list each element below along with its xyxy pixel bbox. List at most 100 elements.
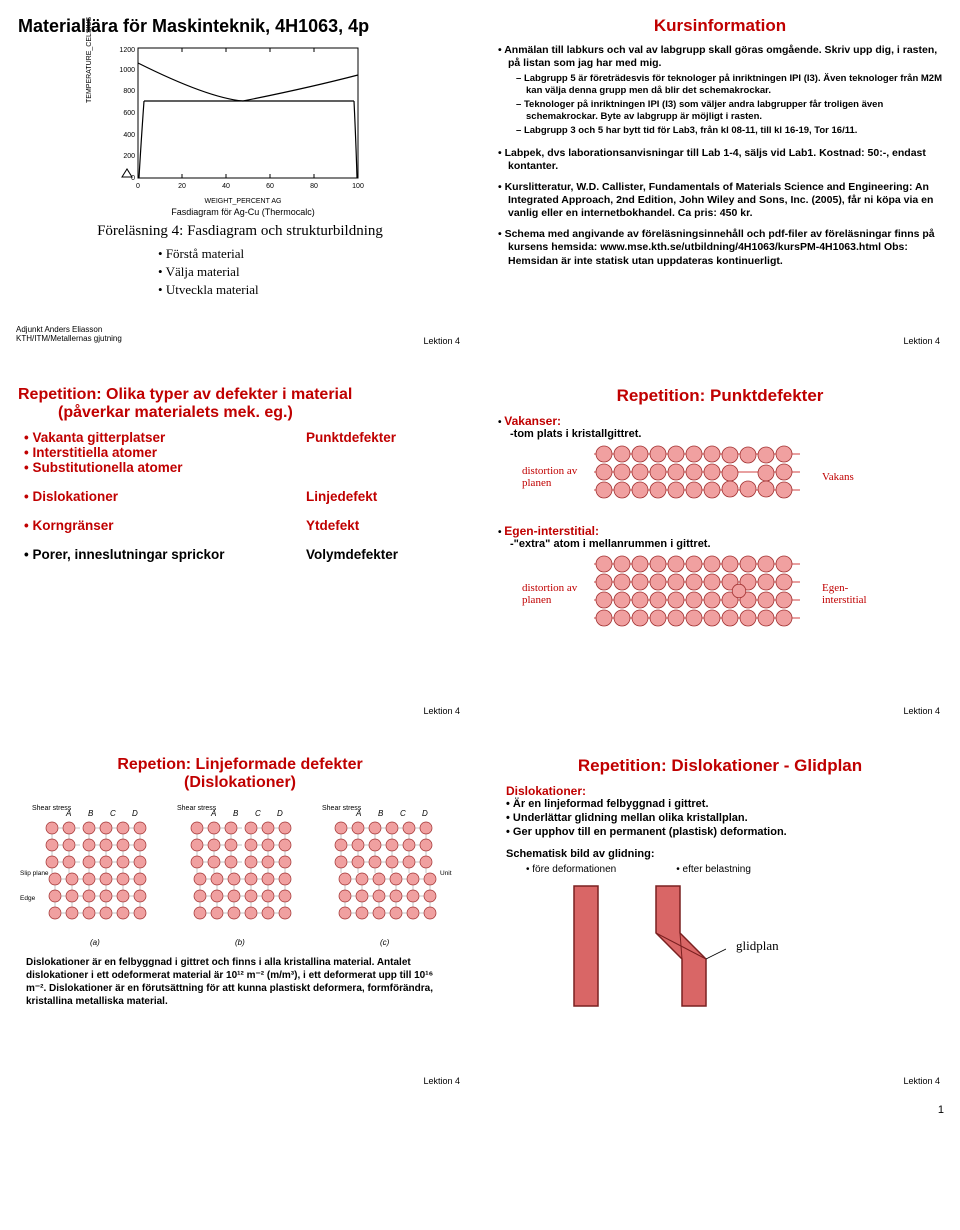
svg-text:C: C bbox=[255, 809, 261, 818]
defect-left-1: • Vakanta gitterplatser • Interstitiella… bbox=[24, 430, 183, 475]
defect-right-4: Volymdefekter bbox=[306, 547, 456, 562]
svg-text:A: A bbox=[355, 809, 361, 818]
s4-sec2-h: Egen-interstitial: bbox=[504, 524, 599, 538]
s4-sec1-h: Vakanser: bbox=[504, 414, 561, 428]
s6-i1: • Är en linjeformad felbyggnad i gittret… bbox=[506, 798, 934, 810]
s6-i2: • Underlättar glidning mellan olika kris… bbox=[506, 812, 934, 824]
slide2-title: Kursinformation bbox=[498, 16, 942, 36]
defect-row-2: • Dislokationer Linjedefekt bbox=[24, 489, 456, 504]
chart-ylabel: TEMPERATURE_CELSIUS bbox=[86, 17, 93, 103]
s6-glidplan: glidplan bbox=[736, 938, 779, 954]
svg-text:C: C bbox=[400, 809, 406, 818]
phase-diagram-chart: TEMPERATURE_CELSIUS 0 200 400 600 800 10… bbox=[108, 43, 378, 217]
s4-sec1-t: -tom plats i kristallgittret. bbox=[510, 428, 942, 440]
svg-text:80: 80 bbox=[310, 183, 318, 190]
s5-title: Repetion: Linjeformade defekter (Disloka… bbox=[18, 756, 462, 792]
lattice-interstitial bbox=[592, 554, 812, 634]
s6-after-label: • efter belastning bbox=[676, 864, 751, 875]
goal-3: Utveckla material bbox=[158, 282, 462, 298]
svg-text:C: C bbox=[110, 809, 116, 818]
defect-row-1: • Vakanta gitterplatser • Interstitiella… bbox=[24, 430, 456, 475]
svg-text:60: 60 bbox=[266, 183, 274, 190]
s2-b3: Kurslitteratur, W.D. Callister, Fundamen… bbox=[498, 181, 942, 220]
slide1-goals: Förstå material Välja material Utveckla … bbox=[158, 246, 462, 298]
slide-2: Kursinformation Anmälan till labkurs och… bbox=[490, 10, 950, 350]
slide1-subtitle: Föreläsning 4: Fasdiagram och strukturbi… bbox=[18, 223, 462, 240]
svg-text:1200: 1200 bbox=[119, 47, 135, 54]
svg-text:Slip plane: Slip plane bbox=[20, 870, 49, 877]
s5-title-l2: (Dislokationer) bbox=[184, 774, 296, 791]
svg-text:B: B bbox=[88, 809, 94, 818]
s6-before-label: • före deformationen bbox=[526, 864, 616, 875]
slide-5: Repetion: Linjeformade defekter (Disloka… bbox=[10, 750, 470, 1090]
svg-text:600: 600 bbox=[123, 110, 135, 117]
s4-sec2-t: -"extra" atom i mellanrummen i gittret. bbox=[510, 538, 942, 550]
defect-right-2: Linjedefekt bbox=[306, 489, 456, 504]
slide-footer: Lektion 4 bbox=[423, 336, 460, 346]
s2-b1: Anmälan till labkurs och val av labgrupp… bbox=[498, 44, 942, 70]
slide-6: Repetition: Dislokationer - Glidplan Dis… bbox=[490, 750, 950, 1090]
s4-sec1-right: Vakans bbox=[822, 471, 892, 483]
s6-i3: • Ger upphov till en permanent (plastisk… bbox=[506, 826, 934, 838]
phase-diagram-svg: 0 200 400 600 800 1000 1200 0 20 40 60 8… bbox=[108, 43, 368, 198]
svg-text:100: 100 bbox=[352, 183, 364, 190]
bar-before bbox=[566, 881, 606, 1011]
slide-footer: Lektion 4 bbox=[903, 1076, 940, 1086]
s6-sub: Dislokationer: bbox=[506, 784, 934, 798]
s3-title-l1: Repetition: Olika typer av defekter i ma… bbox=[18, 386, 352, 403]
svg-text:(a): (a) bbox=[90, 938, 100, 947]
author-line2: KTH/ITM/Metallernas gjutning bbox=[16, 334, 122, 343]
slide-4: Repetition: Punktdefekter • Vakanser: -t… bbox=[490, 380, 950, 720]
slide1-title: Materiallära för Maskinteknik, 4H1063, 4… bbox=[18, 16, 462, 37]
bar-after bbox=[636, 881, 726, 1011]
chart-xlabel: WEIGHT_PERCENT AG bbox=[108, 198, 378, 205]
s3-title: Repetition: Olika typer av defekter i ma… bbox=[18, 386, 462, 422]
s2-b2: Labpek, dvs laborationsanvisningar till … bbox=[498, 147, 942, 173]
slide-3: Repetition: Olika typer av defekter i ma… bbox=[10, 380, 470, 720]
author-line1: Adjunkt Anders Eliasson bbox=[16, 325, 102, 334]
svg-text:0: 0 bbox=[136, 183, 140, 190]
defect-row-3: • Korngränser Ytdefekt bbox=[24, 518, 456, 533]
lattice-vacancy bbox=[592, 444, 812, 510]
svg-text:(b): (b) bbox=[235, 938, 245, 947]
defect-table: • Vakanta gitterplatser • Interstitiella… bbox=[18, 430, 462, 562]
slide-footer: Lektion 4 bbox=[423, 1076, 460, 1086]
svg-text:200: 200 bbox=[123, 153, 135, 160]
s4-title: Repetition: Punktdefekter bbox=[498, 386, 942, 406]
svg-text:Edge: Edge bbox=[20, 895, 36, 902]
svg-text:A: A bbox=[210, 809, 216, 818]
defect-right-3: Ytdefekt bbox=[306, 518, 456, 533]
defect-row-4: • Porer, inneslutningar sprickor Volymde… bbox=[24, 547, 456, 562]
s4-sec-vakanser: • Vakanser: -tom plats i kristallgittret… bbox=[498, 414, 942, 510]
author-block: Adjunkt Anders Eliasson KTH/ITM/Metaller… bbox=[16, 325, 122, 344]
s4-sec2-right: Egen-interstitial bbox=[822, 582, 892, 606]
slide-1: Materiallära för Maskinteknik, 4H1063, 4… bbox=[10, 10, 470, 350]
svg-text:B: B bbox=[233, 809, 239, 818]
slide-footer: Lektion 4 bbox=[903, 706, 940, 716]
svg-text:D: D bbox=[277, 809, 283, 818]
svg-text:40: 40 bbox=[222, 183, 230, 190]
s2-d2: Teknologer på inriktningen IPI (I3) som … bbox=[516, 99, 942, 123]
dislocation-diagram: Shear stressABCD(a)Shear stressABCD(b)Sh… bbox=[20, 800, 460, 950]
s5-caption: Dislokationer är en felbyggnad i gittret… bbox=[18, 956, 462, 1008]
s4-sec-interstitial: • Egen-interstitial: -"extra" atom i mel… bbox=[498, 524, 942, 634]
svg-text:B: B bbox=[378, 809, 384, 818]
svg-text:Unit: Unit bbox=[440, 870, 452, 877]
svg-text:D: D bbox=[422, 809, 428, 818]
s4-sec2-left: distortion av planen bbox=[522, 582, 582, 606]
s6-title: Repetition: Dislokationer - Glidplan bbox=[498, 756, 942, 776]
goal-1: Förstå material bbox=[158, 246, 462, 262]
chart-caption: Fasdiagram för Ag-Cu (Thermocalc) bbox=[108, 207, 378, 217]
svg-text:1000: 1000 bbox=[119, 67, 135, 74]
goal-2: Välja material bbox=[158, 264, 462, 280]
svg-text:800: 800 bbox=[123, 88, 135, 95]
s2-b4: Schema med angivande av föreläsningsinne… bbox=[498, 228, 942, 267]
s2-d1: Labgrupp 5 är företrädesvis för teknolog… bbox=[516, 73, 942, 97]
svg-text:A: A bbox=[65, 809, 71, 818]
svg-text:D: D bbox=[132, 809, 138, 818]
s6-schem: Schematisk bild av glidning: bbox=[506, 848, 934, 860]
svg-text:400: 400 bbox=[123, 132, 135, 139]
slide-footer: Lektion 4 bbox=[903, 336, 940, 346]
slide-footer: Lektion 4 bbox=[423, 706, 460, 716]
s2-d3: Labgrupp 3 och 5 har bytt tid för Lab3, … bbox=[516, 125, 942, 137]
